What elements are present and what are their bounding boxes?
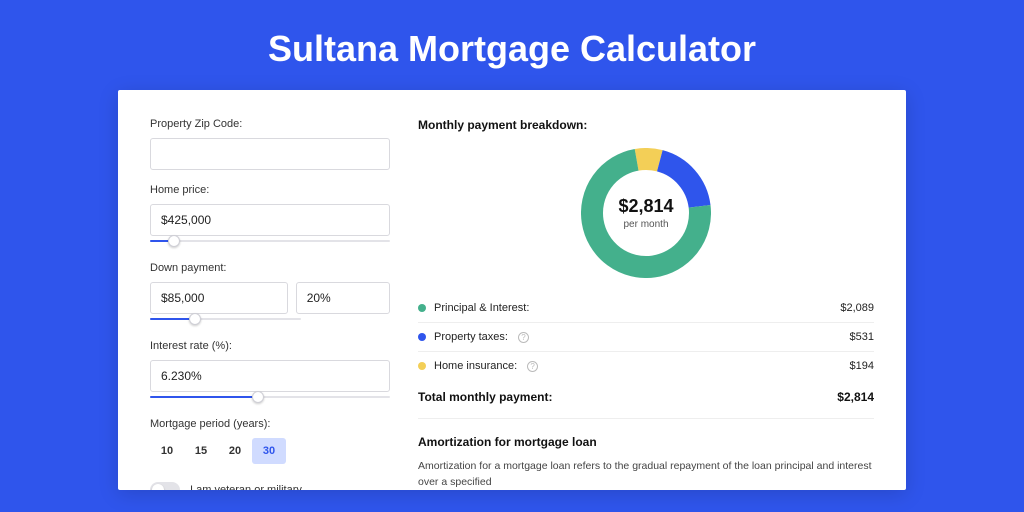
form-column: Property Zip Code: Home price: Down paym… [150, 118, 390, 490]
down-payment-percent-input[interactable] [296, 282, 390, 314]
interest-rate-input[interactable] [150, 360, 390, 392]
info-icon[interactable]: ? [527, 361, 538, 372]
zip-group: Property Zip Code: [150, 118, 390, 170]
amortization-text: Amortization for a mortgage loan refers … [418, 459, 874, 490]
period-option-15[interactable]: 15 [184, 438, 218, 464]
home-price-label: Home price: [150, 184, 390, 196]
period-option-10[interactable]: 10 [150, 438, 184, 464]
donut-center: $2,814 per month [581, 148, 711, 278]
slider-fill [150, 396, 258, 398]
legend-row-principal_interest: Principal & Interest: $2,089 [418, 294, 874, 323]
payment-donut-chart: $2,814 per month [581, 148, 711, 278]
interest-rate-group: Interest rate (%): [150, 340, 390, 404]
period-label: Mortgage period (years): [150, 418, 390, 430]
period-option-30[interactable]: 30 [252, 438, 286, 464]
legend-label: Property taxes: [434, 331, 508, 343]
legend-label: Principal & Interest: [434, 302, 529, 314]
total-label: Total monthly payment: [418, 390, 552, 404]
down-payment-label: Down payment: [150, 262, 390, 274]
veteran-row: I am veteran or military [150, 482, 390, 490]
legend-value: $2,089 [840, 302, 874, 314]
period-group: Mortgage period (years): 10152030 [150, 418, 390, 464]
legend-row-home_insurance: Home insurance:? $194 [418, 352, 874, 380]
calculator-card: Property Zip Code: Home price: Down paym… [118, 90, 906, 490]
slider-thumb[interactable] [168, 235, 180, 247]
home-price-input[interactable] [150, 204, 390, 236]
legend-left: Home insurance:? [418, 360, 538, 372]
donut-sub: per month [623, 219, 668, 230]
period-options: 10152030 [150, 438, 390, 464]
total-row: Total monthly payment: $2,814 [418, 380, 874, 419]
home-price-group: Home price: [150, 184, 390, 248]
slider-thumb[interactable] [252, 391, 264, 403]
interest-rate-slider[interactable] [150, 390, 390, 404]
down-payment-slider[interactable] [150, 312, 301, 326]
toggle-knob [152, 484, 164, 490]
donut-container: $2,814 per month [418, 144, 874, 294]
legend-dot-icon [418, 362, 426, 370]
total-value: $2,814 [837, 390, 874, 404]
home-price-slider[interactable] [150, 234, 390, 248]
down-payment-group: Down payment: [150, 262, 390, 326]
info-icon[interactable]: ? [518, 332, 529, 343]
legend-value: $194 [850, 360, 874, 372]
slider-rail [150, 240, 390, 242]
zip-label: Property Zip Code: [150, 118, 390, 130]
period-option-20[interactable]: 20 [218, 438, 252, 464]
veteran-toggle[interactable] [150, 482, 180, 490]
zip-input[interactable] [150, 138, 390, 170]
legend: Principal & Interest: $2,089 Property taxe… [418, 294, 874, 380]
breakdown-heading: Monthly payment breakdown: [418, 118, 874, 132]
page-title: Sultana Mortgage Calculator [0, 0, 1024, 90]
legend-left: Property taxes:? [418, 331, 529, 343]
legend-dot-icon [418, 333, 426, 341]
legend-value: $531 [850, 331, 874, 343]
down-payment-amount-input[interactable] [150, 282, 288, 314]
legend-left: Principal & Interest: [418, 302, 529, 314]
interest-rate-label: Interest rate (%): [150, 340, 390, 352]
legend-label: Home insurance: [434, 360, 517, 372]
donut-value: $2,814 [618, 196, 673, 217]
veteran-label: I am veteran or military [190, 484, 302, 490]
legend-row-property_taxes: Property taxes:? $531 [418, 323, 874, 352]
slider-thumb[interactable] [189, 313, 201, 325]
amortization-heading: Amortization for mortgage loan [418, 435, 874, 449]
legend-dot-icon [418, 304, 426, 312]
breakdown-column: Monthly payment breakdown: $2,814 per mo… [418, 118, 874, 490]
